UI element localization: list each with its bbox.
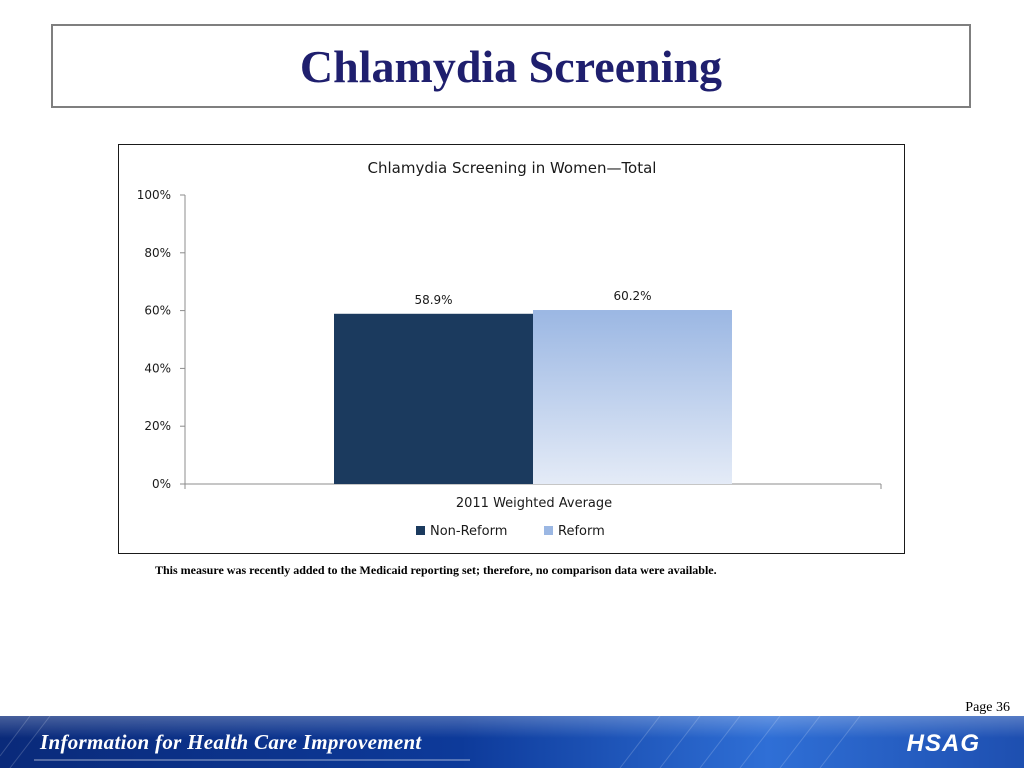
x-category-label: 2011 Weighted Average: [456, 496, 612, 511]
chart-legend: Non-Reform Reform: [416, 524, 605, 539]
y-tick-label: 20%: [144, 419, 171, 433]
footnote: This measure was recently added to the M…: [155, 563, 717, 577]
data-label: 58.9%: [414, 293, 452, 307]
y-tick-label: 0%: [152, 477, 171, 491]
y-tick-label: 80%: [144, 246, 171, 260]
chart-title: Chlamydia Screening in Women—Total: [368, 159, 657, 177]
chart-panel: Chlamydia Screening in Women—Total 0% 20%…: [118, 144, 905, 554]
y-tick-label: 60%: [144, 304, 171, 318]
y-tick-label: 40%: [144, 361, 171, 375]
slide-title: Chlamydia Screening: [299, 40, 723, 92]
chart-svg: Chlamydia Screening in Women—Total 0% 20%…: [137, 159, 882, 539]
bar-non-reform: [334, 313, 533, 484]
data-label: 60.2%: [613, 289, 651, 303]
footer-tagline: Information for Health Care Improvement: [40, 730, 422, 754]
bar-reform: [533, 310, 732, 484]
legend-swatch: [544, 526, 553, 535]
y-tick-label: 100%: [137, 188, 171, 202]
legend-label: Non-Reform: [430, 524, 507, 539]
legend-label: Reform: [558, 524, 605, 539]
hsag-logo: HSAG: [906, 730, 980, 757]
footer-banner: Information for Health Care Improvement …: [0, 716, 1024, 768]
legend-swatch: [416, 526, 425, 535]
title-box: Chlamydia Screening: [51, 24, 971, 108]
footer-background: [0, 716, 1024, 768]
page-number: Page 36: [965, 700, 1010, 715]
